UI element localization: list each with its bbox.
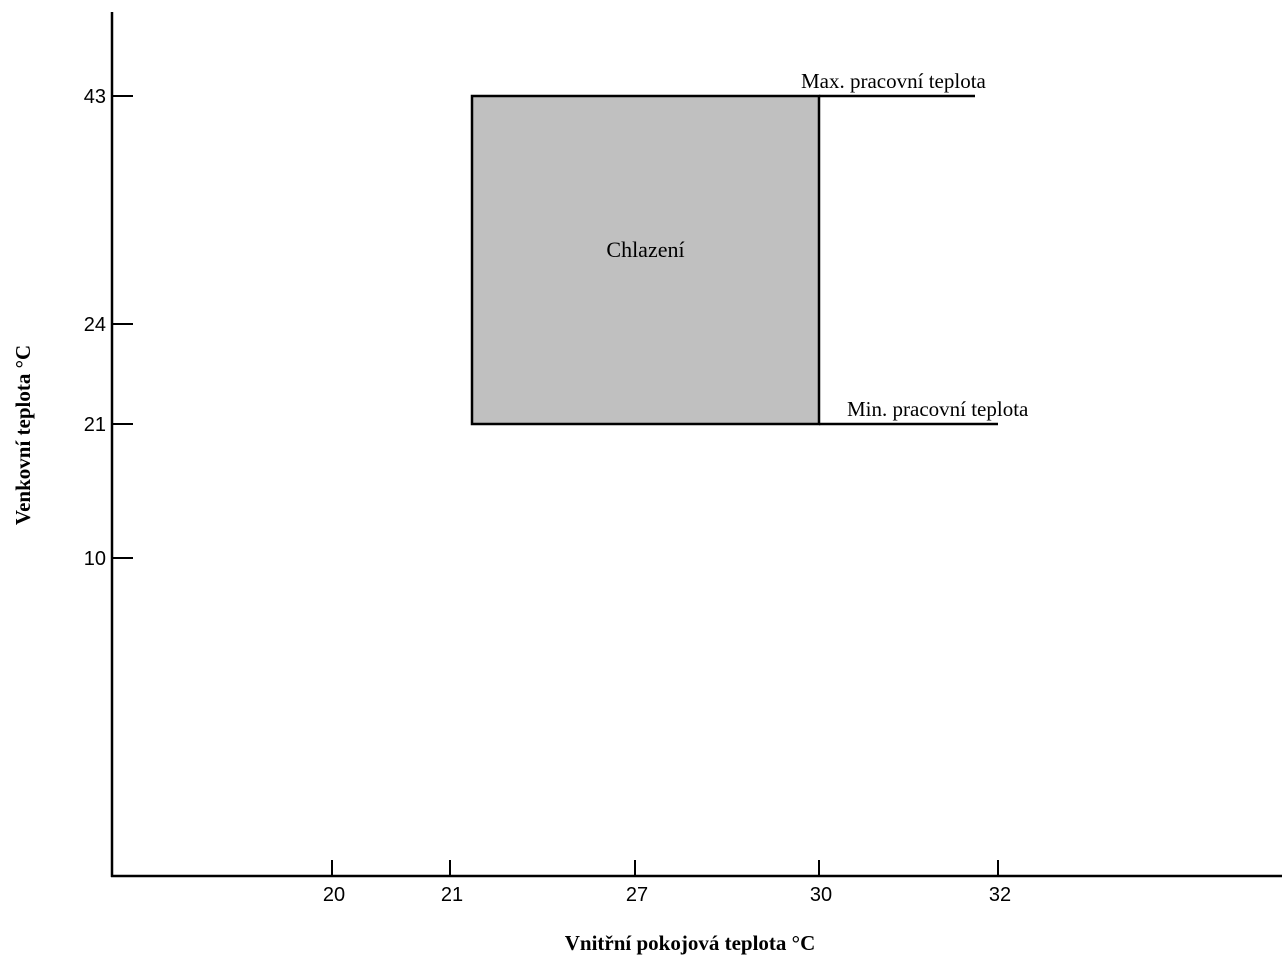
x-tick-label-30: 30 xyxy=(810,884,832,906)
y-axis-title: Venkovní teplota °C xyxy=(11,345,35,525)
x-tick-label-32: 32 xyxy=(989,884,1011,906)
max-limit-label: Max. pracovní teplota xyxy=(801,69,987,93)
x-tick-label-20: 20 xyxy=(323,884,345,906)
y-tick-label-43: 43 xyxy=(84,86,106,108)
x-axis-title: Vnitřní pokojová teplota °C xyxy=(565,931,816,955)
y-tick-label-24: 24 xyxy=(84,314,106,336)
x-tick-label-27: 27 xyxy=(626,884,648,906)
axes-layer xyxy=(110,12,1282,878)
y-tick-label-21: 21 xyxy=(84,414,106,436)
ticks-layer: 20 21 27 30 32 43 24 21 10 xyxy=(84,86,1011,906)
annotations-layer: Max. pracovní teplota Min. pracovní teplo… xyxy=(801,69,1029,426)
x-tick-label-21: 21 xyxy=(441,884,463,906)
region-layer: Chlazení xyxy=(470,94,821,426)
min-limit-label: Min. pracovní teplota xyxy=(847,397,1029,421)
y-tick-label-10: 10 xyxy=(84,548,106,570)
region-cooling-box xyxy=(470,94,821,426)
region-cooling-label: Chlazení xyxy=(606,237,684,262)
